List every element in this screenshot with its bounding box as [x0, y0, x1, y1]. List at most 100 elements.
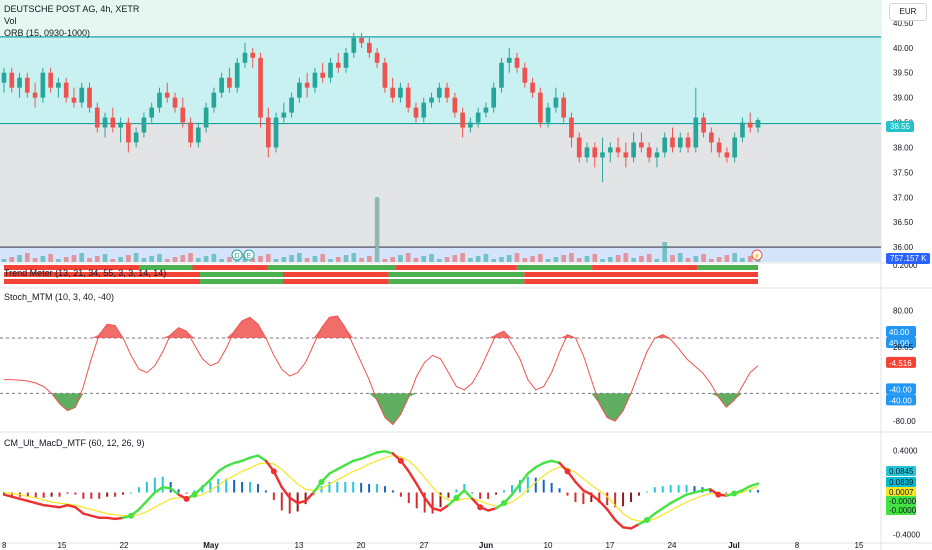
macd-line-segment: [137, 499, 149, 511]
macd-line-segment: [701, 488, 712, 492]
candle-body: [716, 142, 722, 153]
macd-histogram-bar: [161, 476, 164, 493]
macd-cross-dot: [270, 468, 277, 475]
candle-body: [576, 137, 582, 158]
macd-histogram-bar: [360, 483, 363, 493]
macd-line-segment: [240, 456, 252, 463]
volume-bar: [149, 256, 155, 262]
macd-histogram-bar: [336, 481, 339, 493]
macd-line-segment: [105, 516, 117, 521]
orb-volume-zone: [0, 247, 881, 262]
macd-line-segment: [352, 457, 363, 463]
macd-line-segment: [328, 468, 339, 475]
volume-bar: [569, 253, 574, 262]
volume-bar: [133, 253, 139, 262]
candle-body: [94, 107, 100, 128]
volume-bar: [600, 259, 605, 262]
macd-histogram-bar: [669, 485, 672, 493]
macd-line-segment: [621, 526, 633, 530]
currency-button[interactable]: EUR: [889, 3, 927, 21]
candle-body: [639, 142, 644, 148]
candle-body: [87, 87, 92, 108]
volume-bar: [584, 256, 590, 262]
volume-bar: [281, 257, 287, 262]
macd-line-segment: [550, 459, 561, 465]
volume-bar: [219, 259, 224, 262]
macd-histogram-bar: [352, 481, 355, 493]
candle-body: [1, 72, 7, 83]
macd-line-segment: [748, 482, 760, 488]
macd-histogram-bar: [328, 481, 331, 493]
macd-badge-e-bg: [886, 505, 916, 515]
volume-bar: [460, 253, 465, 262]
macd-line-segment: [439, 503, 450, 512]
macd-line-segment: [90, 514, 101, 520]
volume-bar: [40, 256, 46, 262]
volume-bar: [343, 255, 349, 262]
macd-line-segment: [344, 459, 355, 467]
trend-meter-segment: [4, 279, 201, 284]
candle-body: [203, 107, 209, 128]
macd-histogram-bar: [685, 485, 688, 493]
volume-bar: [304, 258, 310, 262]
macd-cross-dot: [127, 512, 134, 519]
candle-body: [374, 52, 380, 63]
volume-bar: [265, 254, 271, 262]
volume-bar: [172, 257, 178, 262]
candle-body: [677, 137, 683, 148]
candle-body: [48, 72, 53, 88]
candle-body: [732, 137, 738, 158]
candle-body: [569, 117, 574, 138]
macd-histogram-bar: [177, 489, 180, 493]
macd-line-segment: [26, 499, 37, 505]
volume-bar: [56, 259, 61, 262]
macd-cross-dot: [715, 491, 722, 498]
macd-badge-e: -0.0000: [889, 506, 917, 515]
x-tick-label: Jul: [728, 541, 740, 550]
candle-body: [429, 97, 434, 103]
volume-bar: [468, 258, 473, 262]
macd-histogram-bar: [495, 492, 498, 495]
macd-histogram-bar: [241, 481, 244, 493]
macd-line-segment: [296, 499, 307, 505]
macd-line-segment: [590, 493, 601, 503]
macd-line-segment: [677, 493, 688, 501]
macd-badge-c-bg: [886, 487, 916, 497]
macd-histogram-bar: [383, 486, 386, 493]
candle-body: [281, 112, 287, 118]
price-tick-label: 36.00: [893, 243, 914, 252]
candle-body: [724, 152, 730, 158]
candle-body: [56, 82, 61, 88]
volume-bar: [436, 259, 442, 262]
volume-bar: [203, 256, 209, 262]
macd-histogram-bar: [518, 479, 521, 493]
macd-histogram-bar: [447, 492, 450, 498]
volume-bar: [351, 253, 357, 262]
macd-line-segment: [574, 480, 585, 492]
candle-body: [685, 137, 691, 148]
macd-histogram-bar: [98, 492, 101, 499]
price-tick-label: 37.50: [893, 168, 914, 177]
volume-bar: [79, 253, 85, 262]
candle-body: [475, 112, 481, 123]
macd-histogram-bar: [645, 491, 648, 493]
macd-line-segment: [367, 451, 379, 457]
macd-histogram-bar: [582, 492, 585, 505]
candle-body: [265, 117, 271, 148]
macd-histogram-bar: [526, 476, 529, 493]
macd-line-segment: [34, 501, 45, 507]
volume-bar: [102, 254, 108, 262]
macd-histogram-bar: [661, 486, 664, 493]
volume-bar: [576, 258, 582, 262]
candle-body: [110, 117, 116, 128]
candle-body: [662, 137, 668, 153]
macd-histogram-bar: [630, 492, 633, 502]
candle-body: [149, 107, 155, 118]
macd-histogram-bar: [34, 492, 37, 498]
macd-cross-dot: [477, 504, 484, 511]
macd-line-segment: [50, 505, 61, 509]
candle-body: [561, 97, 567, 118]
macd-line-segment: [518, 472, 530, 486]
macd-line-segment: [669, 497, 680, 505]
